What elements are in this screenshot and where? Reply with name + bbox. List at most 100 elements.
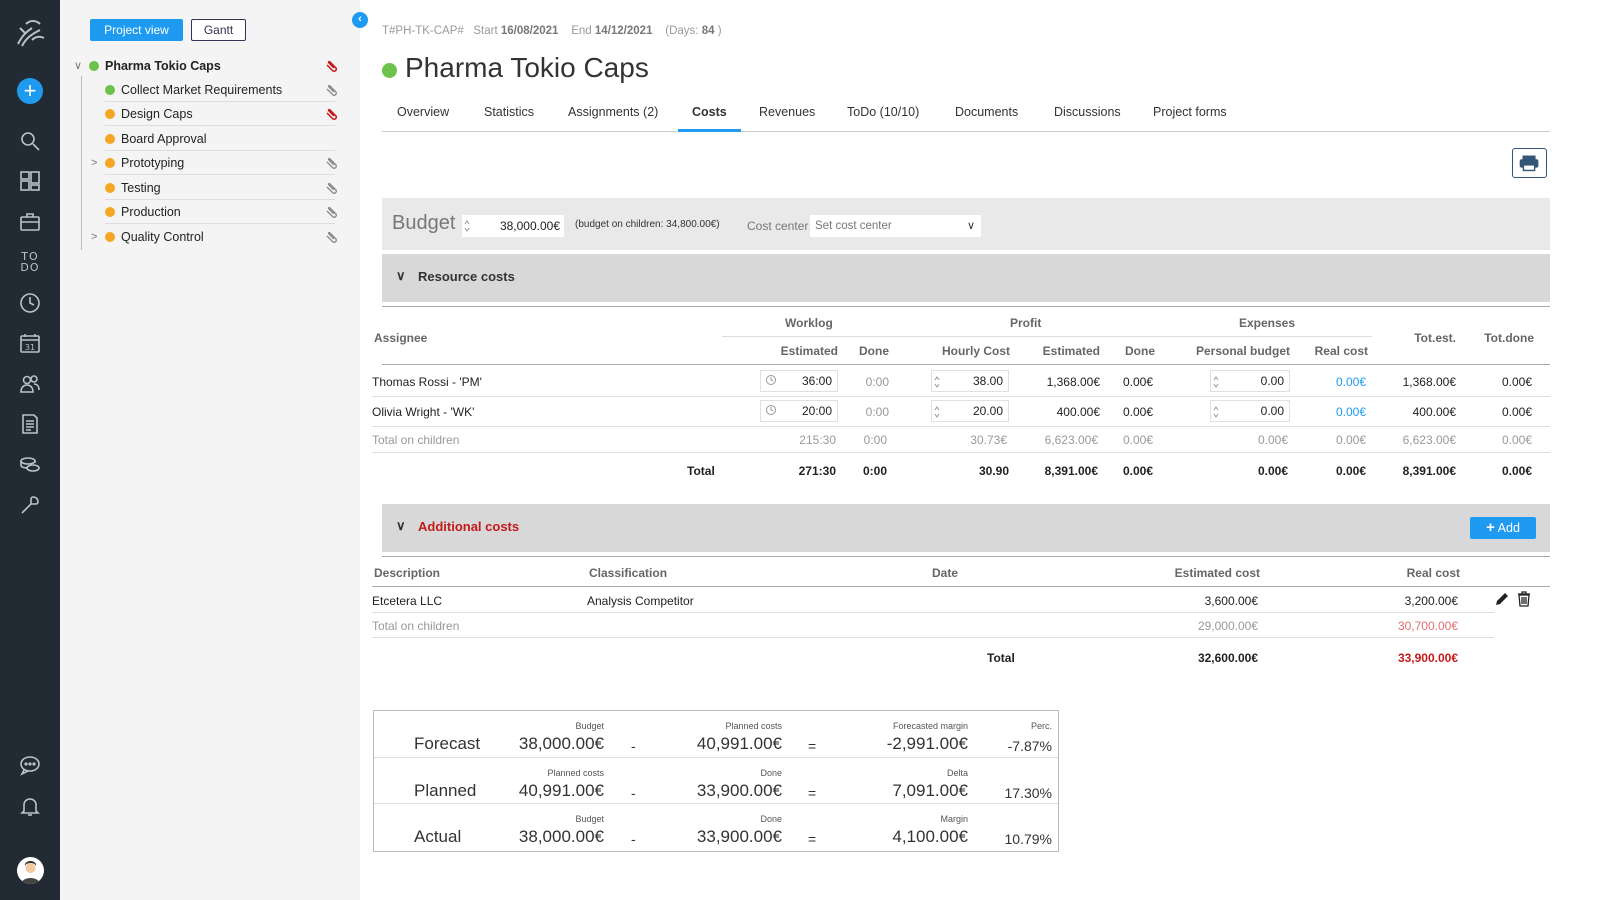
tab-discussions[interactable]: Discussions bbox=[1054, 105, 1121, 119]
bell-icon[interactable] bbox=[18, 794, 42, 818]
tree-item[interactable]: Design Caps bbox=[60, 102, 360, 126]
chevron-right-icon[interactable]: > bbox=[91, 157, 98, 169]
paperclip-icon[interactable] bbox=[325, 156, 339, 170]
hourly-cost-value: 30.90 bbox=[978, 464, 1009, 478]
estimated-input[interactable]: 20:00 bbox=[760, 400, 838, 422]
tab-revenues[interactable]: Revenues bbox=[759, 105, 816, 119]
paperclip-icon[interactable] bbox=[325, 59, 339, 73]
tree-item[interactable]: Testing bbox=[60, 176, 360, 200]
briefcase-icon[interactable] bbox=[18, 210, 42, 234]
trash-icon[interactable] bbox=[1517, 591, 1531, 607]
logo-icon[interactable] bbox=[12, 14, 48, 50]
user-avatar[interactable] bbox=[17, 857, 44, 884]
project-view-button[interactable]: Project view bbox=[90, 19, 183, 41]
tree-item[interactable]: Collect Market Requirements bbox=[60, 78, 360, 102]
hourly-cost-input[interactable]: 38.00 bbox=[931, 370, 1009, 392]
hourly-cost-input[interactable]: 20.00 bbox=[931, 400, 1009, 422]
paperclip-icon[interactable] bbox=[325, 83, 339, 97]
spinner-icon[interactable] bbox=[934, 406, 940, 418]
profit-estimated: 1,368.00€ bbox=[1046, 375, 1100, 389]
tab-costs[interactable]: Costs bbox=[678, 100, 741, 132]
cost-estimated: 29,000.00€ bbox=[1197, 619, 1258, 633]
cost-real: 33,900.00€ bbox=[1397, 651, 1458, 665]
tree-item-root[interactable]: ∨ Pharma Tokio Caps bbox=[60, 54, 360, 78]
chevron-down-icon[interactable]: ∨ bbox=[74, 60, 83, 72]
paperclip-icon[interactable] bbox=[325, 230, 339, 244]
cost-center-placeholder: Set cost center bbox=[815, 220, 892, 232]
real-cost-value: 0.00€ bbox=[1335, 464, 1366, 478]
section-title: Resource costs bbox=[418, 269, 515, 284]
done-value: 0:00 bbox=[862, 464, 887, 478]
additional-costs-header[interactable]: ∨ Additional costs + Add bbox=[382, 504, 1550, 552]
col-tot-done: Tot.done bbox=[1484, 331, 1534, 345]
paperclip-icon[interactable] bbox=[325, 181, 339, 195]
users-icon[interactable] bbox=[18, 372, 42, 396]
col-real-cost: Real cost bbox=[1406, 566, 1460, 580]
add-cost-button[interactable]: + Add bbox=[1470, 517, 1536, 539]
col-personal-budget: Personal budget bbox=[1195, 344, 1290, 358]
row-label: Total bbox=[687, 464, 715, 478]
estimated-value: 215:30 bbox=[799, 433, 836, 447]
paperclip-icon[interactable] bbox=[325, 107, 339, 121]
days-count: 84 bbox=[701, 25, 715, 37]
gantt-button[interactable]: Gantt bbox=[191, 19, 246, 41]
cost-estimated: 3,600.00€ bbox=[1204, 594, 1258, 608]
tree-item[interactable]: > Prototyping bbox=[60, 151, 360, 175]
estimated-input[interactable]: 36:00 bbox=[760, 370, 838, 392]
document-icon[interactable] bbox=[18, 412, 42, 436]
summary-b-label: Planned costs bbox=[725, 721, 782, 731]
svg-text:31: 31 bbox=[25, 343, 35, 352]
clock-icon[interactable] bbox=[18, 291, 42, 315]
resource-costs-header[interactable]: ∨ Resource costs bbox=[382, 254, 1550, 302]
tree-guide-line bbox=[81, 76, 82, 250]
search-icon[interactable] bbox=[18, 129, 42, 153]
tot-est: 6,623.00€ bbox=[1402, 433, 1456, 447]
collapse-panel-button[interactable]: ‹ bbox=[352, 12, 368, 28]
wrench-icon[interactable] bbox=[18, 493, 42, 517]
tab-project-forms[interactable]: Project forms bbox=[1153, 105, 1227, 119]
tot-est: 1,368.00€ bbox=[1402, 375, 1456, 389]
row-label: Total on children bbox=[372, 433, 460, 447]
start-date: 16/08/2021 bbox=[500, 25, 559, 37]
cost-estimated: 32,600.00€ bbox=[1197, 651, 1258, 665]
summary-label: Planned bbox=[414, 781, 477, 800]
spinner-icon[interactable] bbox=[1213, 406, 1219, 418]
page-title: Pharma Tokio Caps bbox=[382, 52, 649, 84]
tab-documents[interactable]: Documents bbox=[955, 105, 1019, 119]
summary-b-value: 33,900.00€ bbox=[696, 781, 782, 800]
spinner-icon[interactable] bbox=[464, 220, 470, 232]
tree-item[interactable]: > Quality Control bbox=[60, 225, 360, 249]
chevron-down-icon[interactable]: ∨ bbox=[396, 518, 406, 533]
personal-budget-input[interactable]: 0.00 bbox=[1210, 400, 1290, 422]
todo-icon[interactable]: TO DO bbox=[20, 250, 40, 274]
tab-assignments[interactable]: Assignments (2) bbox=[568, 105, 659, 119]
calendar-icon[interactable]: 31 bbox=[18, 331, 42, 355]
chat-icon[interactable] bbox=[18, 753, 42, 777]
tree-item[interactable]: Production bbox=[60, 200, 360, 224]
profit-estimated: 400.00€ bbox=[1056, 405, 1100, 419]
status-dot bbox=[105, 109, 115, 119]
tab-statistics[interactable]: Statistics bbox=[484, 105, 535, 119]
real-cost-link[interactable]: 0.00€ bbox=[1335, 375, 1366, 389]
dashboard-icon[interactable] bbox=[18, 169, 42, 193]
chevron-right-icon[interactable]: > bbox=[91, 231, 98, 243]
real-cost-link[interactable]: 0.00€ bbox=[1335, 405, 1366, 419]
tree-item[interactable]: Board Approval bbox=[60, 127, 360, 151]
print-button[interactable] bbox=[1512, 148, 1547, 178]
coins-icon[interactable] bbox=[18, 452, 42, 476]
budget-input[interactable]: 38,000.00€ bbox=[462, 215, 564, 237]
group-header-expenses: Expenses bbox=[1239, 316, 1296, 330]
chevron-down-icon[interactable]: ∨ bbox=[396, 268, 406, 283]
summary-c-label: Forecasted margin bbox=[892, 721, 968, 731]
spinner-icon[interactable] bbox=[934, 376, 940, 388]
cost-center-select[interactable]: Set cost center ∨ bbox=[810, 215, 981, 237]
paperclip-icon[interactable] bbox=[325, 205, 339, 219]
status-dot bbox=[382, 63, 397, 78]
spinner-icon[interactable] bbox=[1213, 376, 1219, 388]
personal-budget-input[interactable]: 0.00 bbox=[1210, 370, 1290, 392]
create-new-button[interactable]: + bbox=[17, 78, 43, 104]
days-label: (Days: bbox=[665, 25, 699, 37]
tab-todo[interactable]: ToDo (10/10) bbox=[847, 105, 920, 119]
tab-overview[interactable]: Overview bbox=[397, 105, 450, 119]
edit-icon[interactable] bbox=[1494, 591, 1510, 607]
